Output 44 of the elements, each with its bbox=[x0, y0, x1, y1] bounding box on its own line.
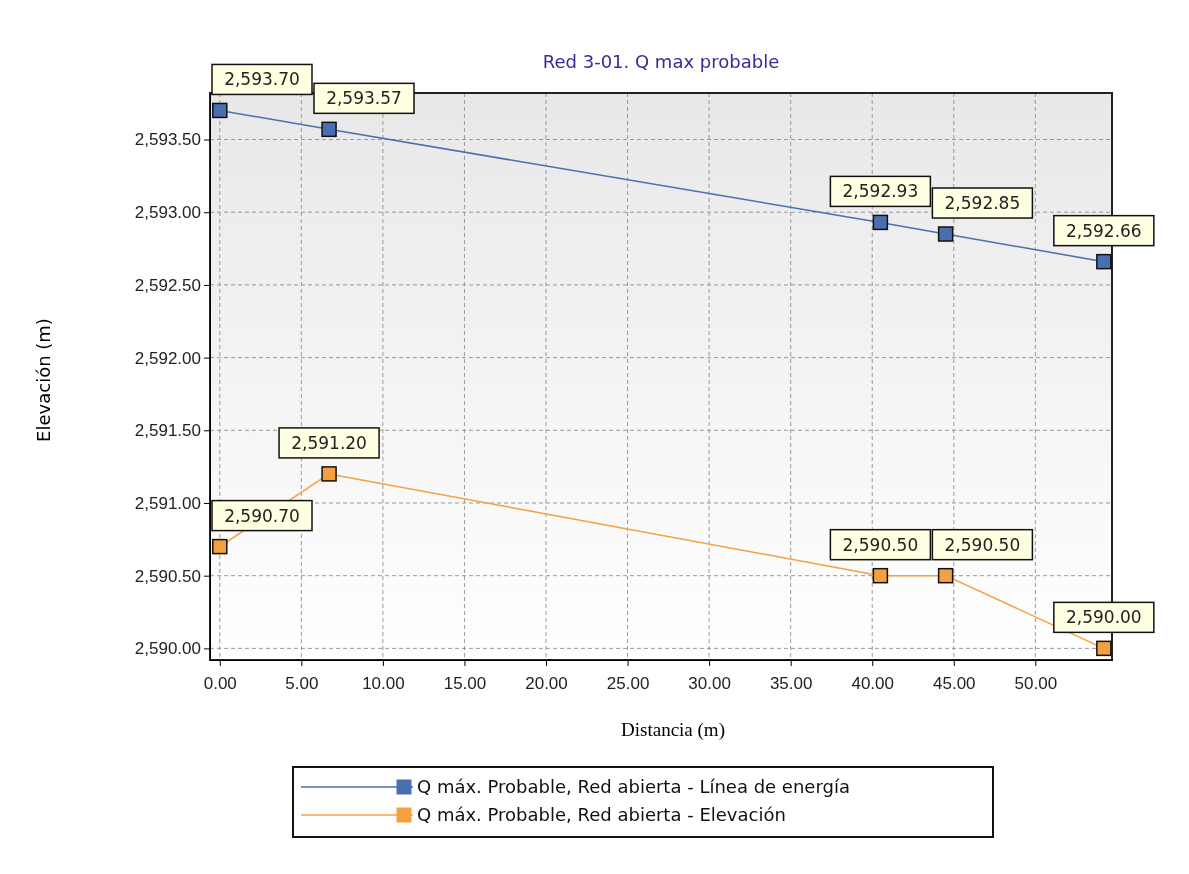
x-tick-label: 30.00 bbox=[688, 674, 731, 694]
x-tick-label: 50.00 bbox=[1014, 674, 1058, 694]
point bbox=[1096, 640, 1112, 657]
x-axis-title: Distancia (m) bbox=[621, 719, 725, 741]
data-label: 2,592.66 bbox=[1065, 220, 1142, 241]
x-tick-label: 10.00 bbox=[362, 674, 405, 694]
x-tick-label: 35.00 bbox=[769, 674, 813, 694]
x-tick-label: 25.00 bbox=[606, 674, 650, 694]
point bbox=[872, 567, 889, 584]
y-tick-label: 2,593.00 bbox=[134, 203, 201, 223]
point bbox=[321, 466, 337, 482]
x-tick-label: 0.00 bbox=[203, 674, 237, 694]
point bbox=[937, 567, 954, 584]
data-label: 2,592.85 bbox=[944, 193, 1021, 214]
point bbox=[937, 226, 954, 242]
point bbox=[212, 538, 228, 555]
data-label: 2,590.70 bbox=[224, 505, 300, 526]
x-tick-label: 5.00 bbox=[285, 674, 319, 694]
data-label: 2,593.57 bbox=[326, 88, 402, 109]
data-label: 2,591.20 bbox=[291, 432, 367, 453]
legend-label: Q máx. Probable, Red abierta - Línea de energía bbox=[417, 776, 850, 797]
data-label: 2,590.00 bbox=[1065, 607, 1142, 628]
x-tick-label: 40.00 bbox=[851, 674, 894, 694]
x-tick-label: 15.00 bbox=[443, 674, 487, 694]
y-tick-label: 2,591.50 bbox=[134, 421, 201, 441]
y-tick-label: 2,592.00 bbox=[134, 348, 201, 368]
point bbox=[872, 214, 889, 231]
data-label: 2,593.70 bbox=[224, 69, 300, 90]
data-label: 2,590.50 bbox=[842, 534, 919, 555]
point bbox=[321, 121, 337, 138]
x-tick-label: 20.00 bbox=[525, 674, 568, 694]
y-tick-label: 2,591.00 bbox=[134, 493, 201, 513]
y-tick-label: 2,592.50 bbox=[134, 275, 201, 295]
data-label: 2,592.93 bbox=[842, 181, 919, 202]
data-label: 2,590.50 bbox=[944, 534, 1021, 555]
legend-label: Q máx. Probable, Red abierta - Elevación bbox=[417, 804, 786, 825]
y-axis-title: Elevación (m) bbox=[33, 318, 54, 442]
point bbox=[1096, 253, 1112, 270]
chart-title: Red 3-01. Q max probable bbox=[542, 51, 780, 72]
point bbox=[212, 102, 228, 119]
y-tick-label: 2,593.50 bbox=[134, 130, 201, 150]
x-tick-label: 45.00 bbox=[933, 674, 976, 694]
y-tick-label: 2,590.00 bbox=[134, 639, 201, 659]
y-tick-label: 2,590.50 bbox=[134, 566, 201, 586]
